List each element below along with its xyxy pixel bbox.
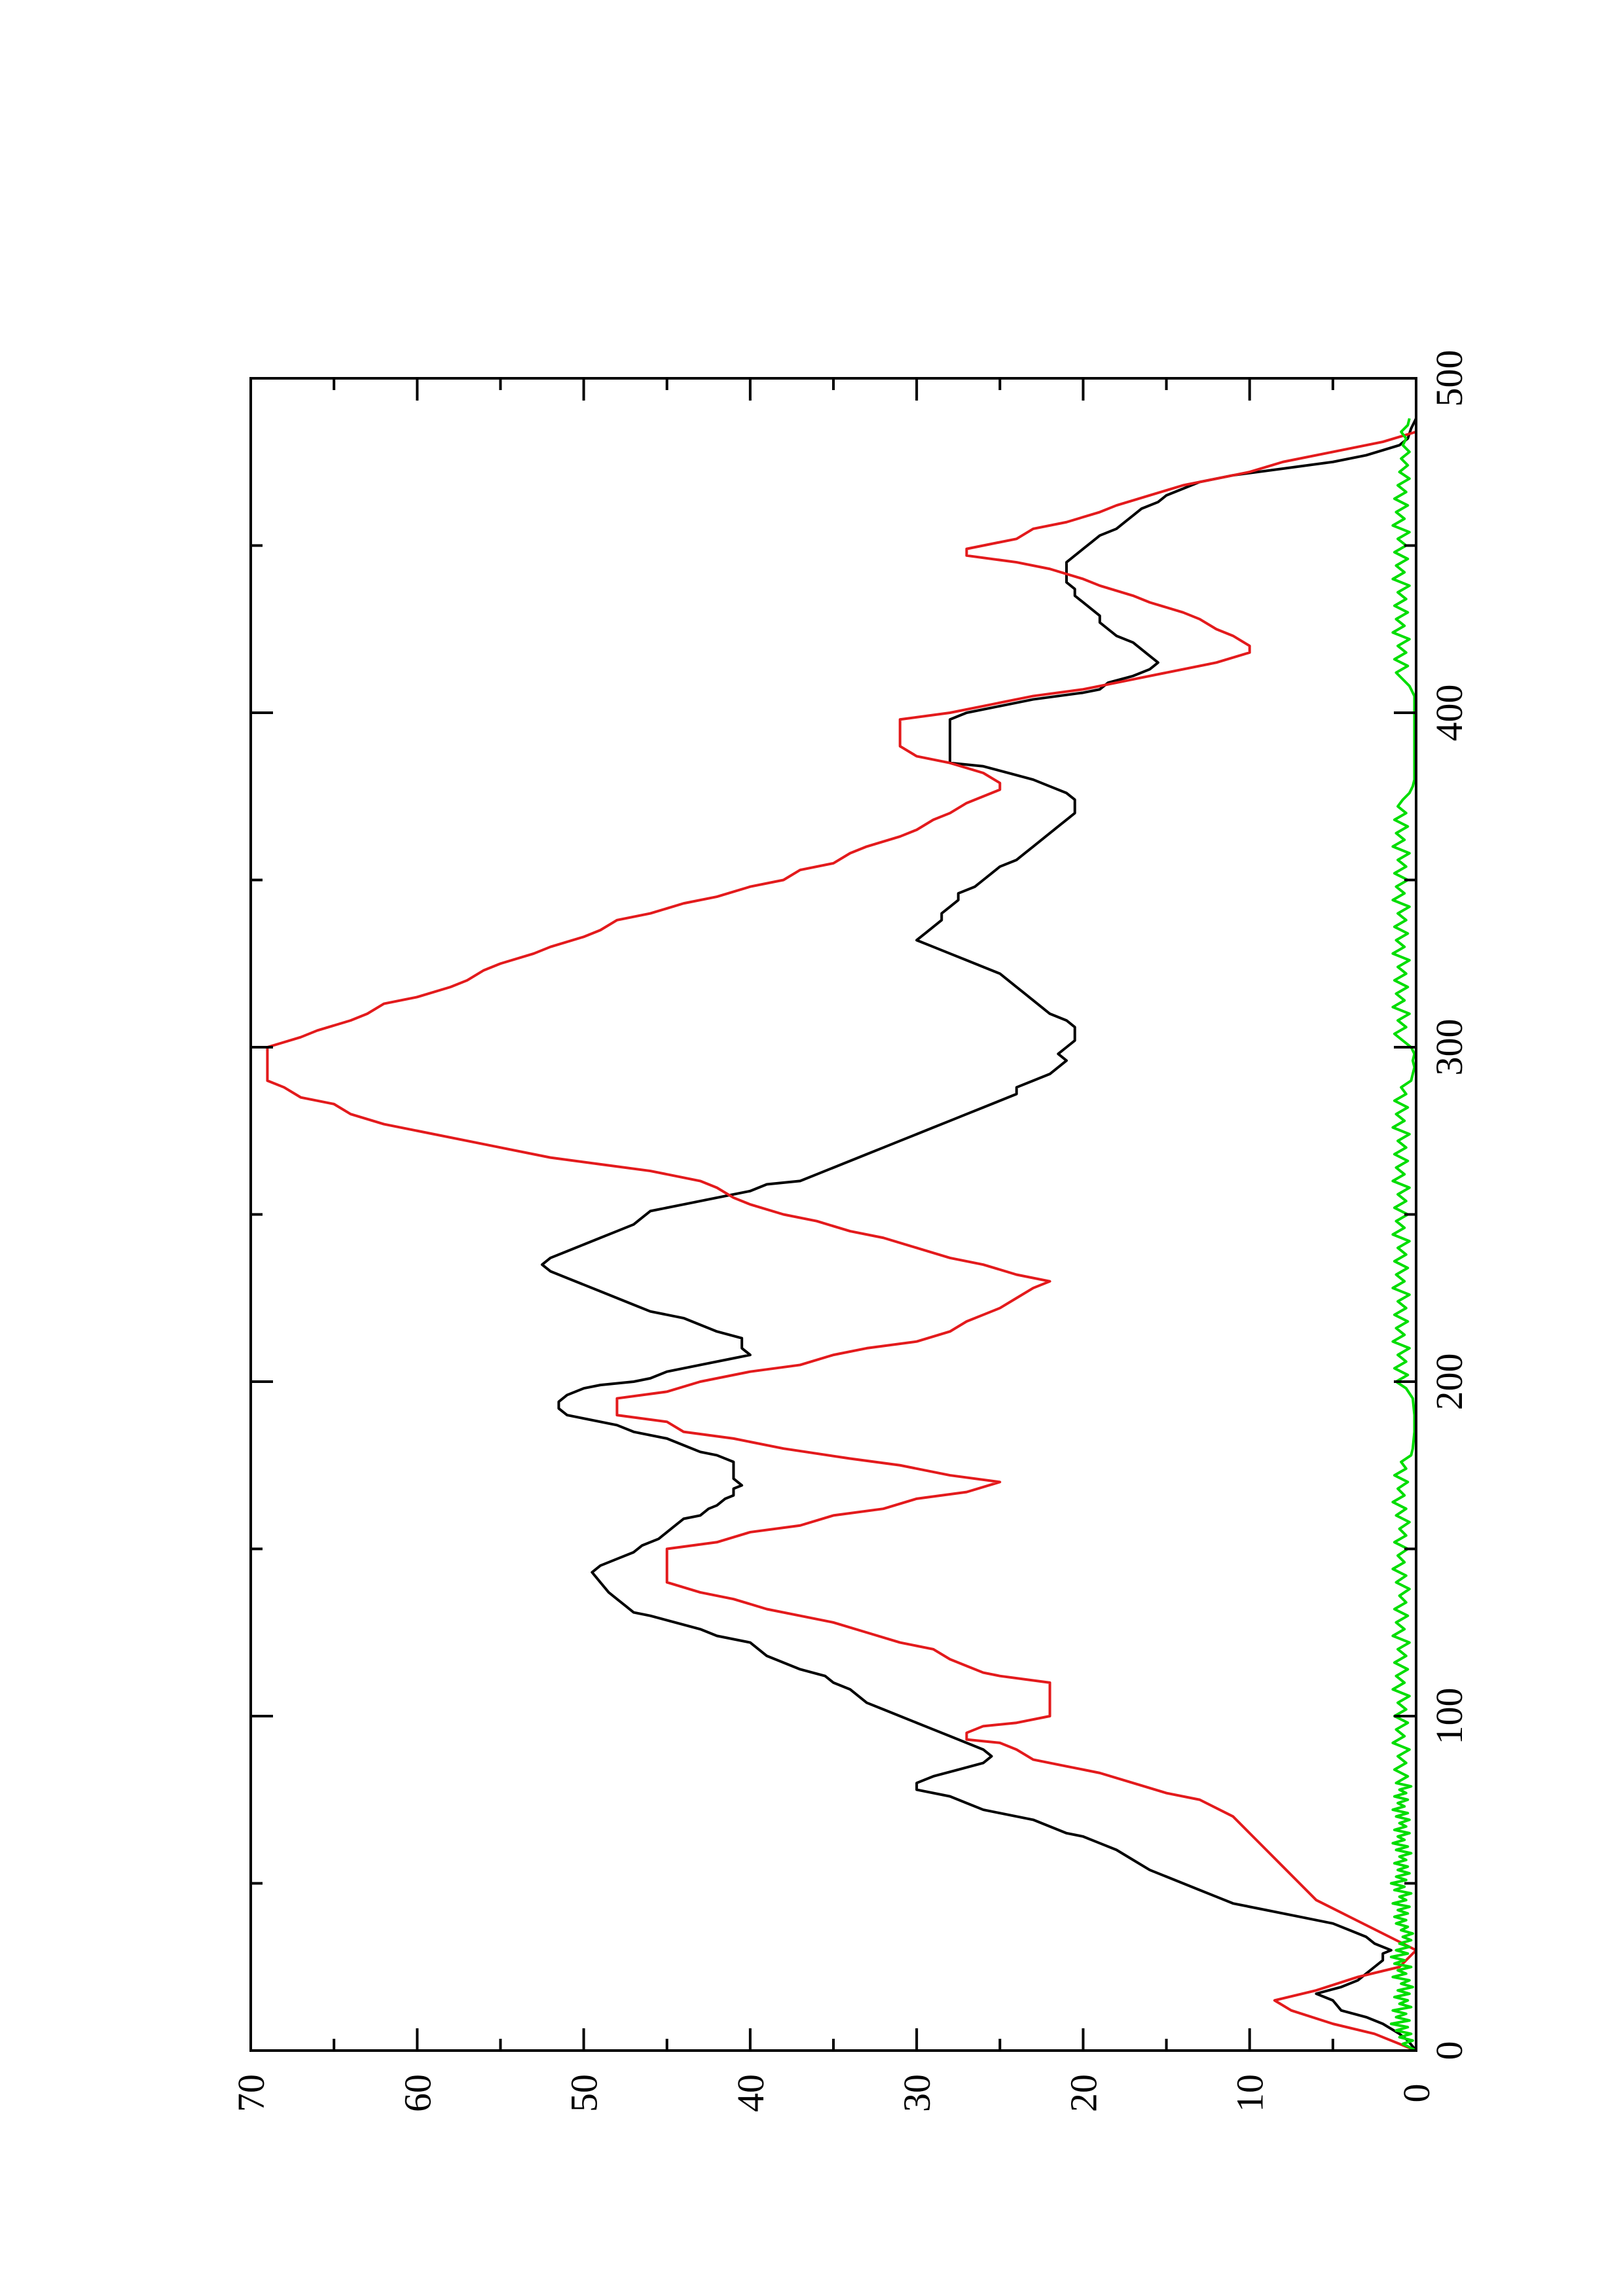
x-tick-label: 100 bbox=[1428, 1688, 1470, 1745]
x-tick-label: 200 bbox=[1428, 1354, 1470, 1410]
y-tick-label: 70 bbox=[230, 2074, 272, 2112]
x-tick-label: 0 bbox=[1428, 2041, 1470, 2060]
x-tick-label: 300 bbox=[1428, 1019, 1470, 1076]
y-tick-label: 20 bbox=[1062, 2074, 1104, 2112]
y-tick-label: 10 bbox=[1229, 2074, 1271, 2112]
y-tick-label: 50 bbox=[563, 2074, 606, 2112]
y-tick-label: 30 bbox=[896, 2074, 938, 2112]
y-tick-label: 60 bbox=[396, 2074, 439, 2112]
series-line-0 bbox=[541, 418, 1417, 2052]
y-tick-label: 0 bbox=[1395, 2084, 1438, 2103]
x-tick-label: 400 bbox=[1428, 685, 1470, 742]
y-tick-label: 40 bbox=[729, 2074, 772, 2112]
x-tick-label: 500 bbox=[1428, 350, 1470, 407]
tick-layer: 0 100 200 300 400 500 0 10 20 30 40 50 60 70 bbox=[230, 350, 1470, 2113]
series-line-1 bbox=[266, 430, 1417, 2052]
series-layer bbox=[266, 418, 1417, 2052]
series-line-2 bbox=[1389, 418, 1417, 2052]
